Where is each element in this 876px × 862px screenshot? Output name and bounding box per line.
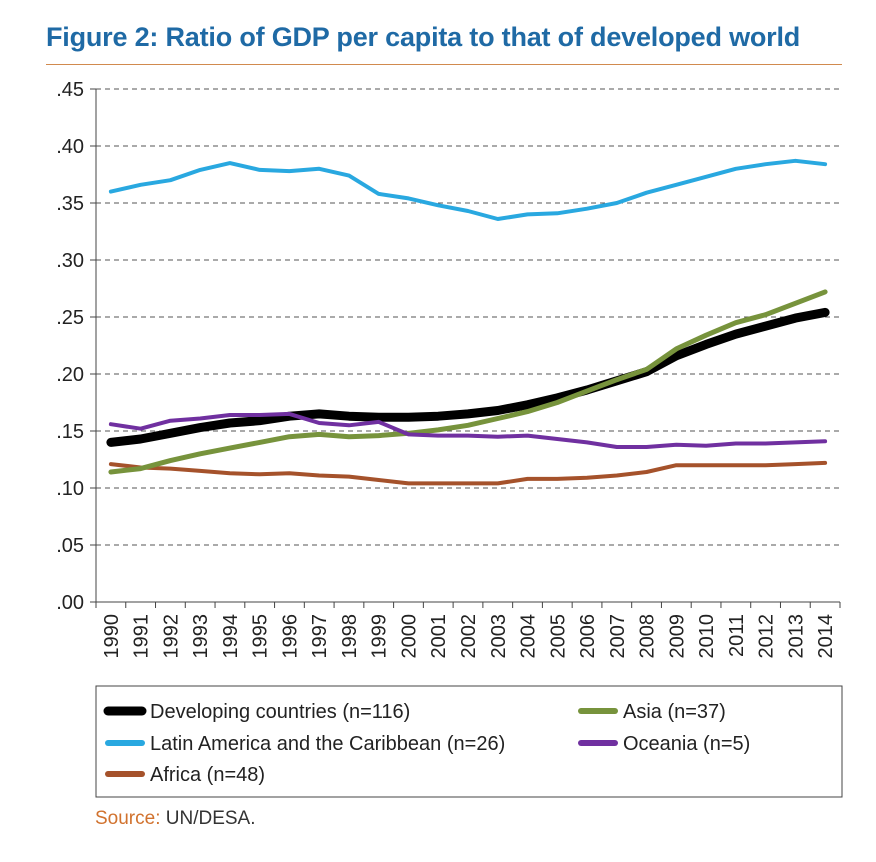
x-tick-label: 1991 (131, 614, 153, 659)
x-tick-label: 1996 (279, 614, 301, 659)
legend-label: Oceania (n=5) (623, 733, 750, 755)
x-tick-label: 1992 (160, 614, 182, 659)
grid-lines (96, 88, 840, 546)
x-tick-label: 1993 (190, 614, 212, 659)
x-tick-label: 1998 (339, 614, 361, 659)
series-line (108, 411, 828, 449)
x-tick-label: 2008 (637, 614, 659, 659)
source-label: Source: (95, 808, 161, 829)
y-tick-label: .05 (56, 535, 84, 557)
legend-box (95, 685, 843, 798)
y-tick-labels: .00 .05 .10 .15 .20 .25 .30 .35 .40 .45 (56, 79, 84, 614)
x-tick-label: 2011 (726, 614, 748, 657)
x-tick-labels: 1990 1991 1992 1993 1994 1995 1996 1997 1998 1999… (101, 614, 837, 659)
x-tick-label: 1990 (101, 614, 123, 659)
x-tick-label: 2006 (577, 614, 599, 659)
chart-title: Figure 2: Ratio of GDP per capita to tha… (46, 22, 801, 52)
x-tick-label: 1997 (309, 614, 331, 659)
y-tick-label: .10 (56, 478, 84, 500)
line-chart: .00.05.10.15.20.25.30.35.40.45 1990 1991 1… (56, 79, 843, 798)
series-lines (106, 158, 830, 486)
x-tick-label: 2003 (488, 614, 510, 659)
x-tick-label: 2001 (428, 614, 450, 659)
source-note: Source: UN/DESA. (95, 808, 256, 830)
y-tick-label: .35 (56, 193, 84, 215)
x-tick-label: 2009 (666, 614, 688, 659)
x-tick-label: 1999 (369, 614, 391, 659)
x-tick-label: 1994 (220, 614, 242, 659)
axes (90, 88, 841, 608)
y-tick-label: .15 (56, 421, 84, 443)
legend-label: Developing countries (n=116) (150, 701, 410, 723)
series-line (108, 158, 828, 221)
y-tick-label: .30 (56, 250, 84, 272)
source-text: UN/DESA. (160, 808, 256, 829)
x-tick-label: 2013 (785, 614, 807, 659)
x-tick-label: 2007 (607, 614, 629, 659)
y-tick-label: .20 (56, 364, 84, 386)
y-tick-label: .25 (56, 307, 84, 329)
legend-label: Latin America and the Caribbean (n=26) (150, 733, 505, 755)
x-tick-label: 2010 (696, 614, 718, 659)
x-tick-label: 2014 (815, 614, 837, 659)
y-tick-label: .45 (56, 79, 84, 101)
x-tick-label: 2012 (756, 614, 778, 659)
series-line (106, 307, 830, 447)
x-tick-label: 2000 (398, 614, 420, 659)
series-line (108, 460, 828, 486)
x-tick-label: 2005 (547, 614, 569, 659)
legend-label: Asia (n=37) (623, 701, 726, 723)
series-line (108, 289, 828, 475)
legend-label: Africa (n=48) (150, 764, 265, 786)
y-tick-label: .40 (56, 136, 84, 158)
legend: Developing countries (n=116) Asia (n=37) L… (95, 685, 843, 798)
x-tick-label: 1995 (250, 614, 272, 659)
x-tick-label: 2004 (518, 614, 540, 659)
x-tick-label: 2002 (458, 614, 480, 659)
title-divider (46, 64, 842, 65)
y-tick-label: .00 (56, 592, 84, 614)
